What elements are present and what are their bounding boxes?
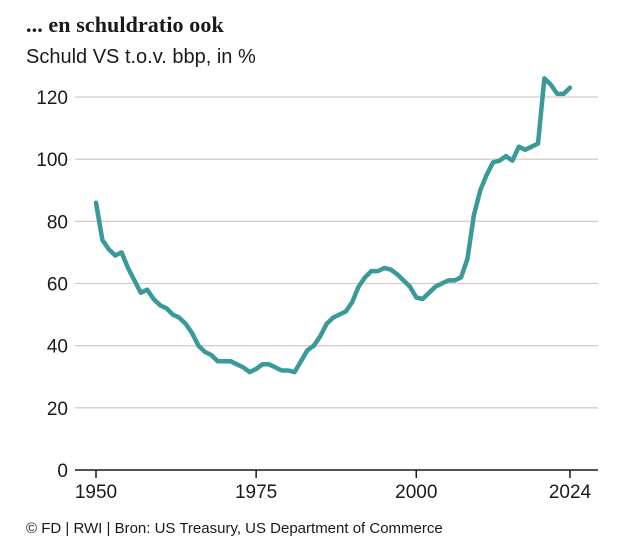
x-tick-label: 1950 bbox=[75, 482, 117, 503]
x-tick-label: 1975 bbox=[235, 482, 277, 503]
y-axis-tick-labels: 0 20 40 60 80 100 120 bbox=[36, 88, 68, 482]
series-line-debt-ratio bbox=[93, 76, 573, 375]
gridlines bbox=[75, 96, 598, 409]
y-tick-label: 100 bbox=[36, 150, 68, 171]
y-tick-label: 0 bbox=[57, 461, 68, 482]
series-layer bbox=[93, 76, 573, 375]
x-axis bbox=[75, 469, 598, 478]
chart-title: ... en schuldratio ook bbox=[26, 12, 224, 37]
y-tick-label: 120 bbox=[36, 88, 68, 109]
y-tick-label: 60 bbox=[47, 275, 68, 296]
x-tick-label: 2024 bbox=[549, 482, 592, 503]
y-tick-label: 20 bbox=[47, 399, 68, 420]
source-credit: © FD | RWI | Bron: US Treasury, US Depar… bbox=[26, 520, 443, 537]
x-tick-label: 2000 bbox=[395, 482, 437, 503]
y-tick-label: 80 bbox=[47, 212, 68, 233]
chart-subtitle: Schuld VS t.o.v. bbp, in % bbox=[26, 46, 256, 68]
x-axis-tick-labels: 1950 1975 2000 2024 bbox=[75, 482, 592, 503]
y-tick-label: 40 bbox=[47, 337, 68, 358]
